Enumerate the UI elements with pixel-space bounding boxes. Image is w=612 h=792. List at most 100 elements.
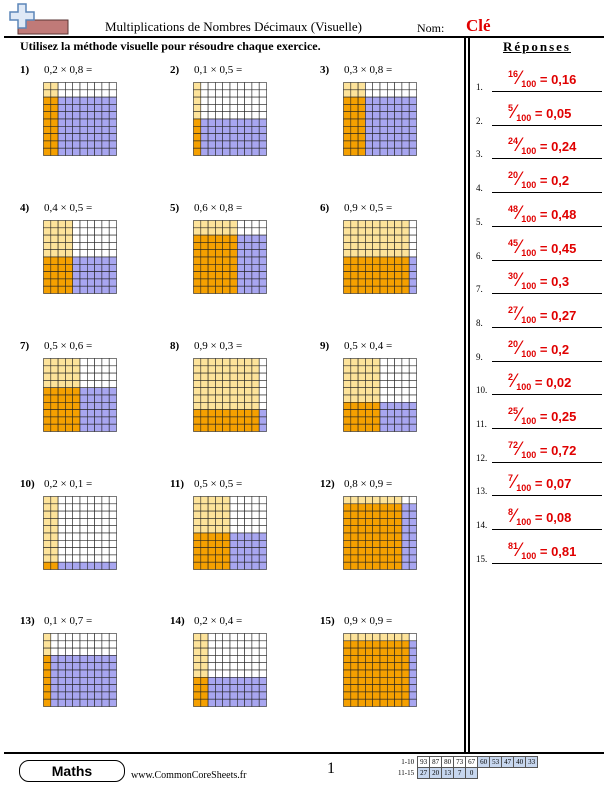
grid-cell: [57, 147, 66, 156]
grid-cell: [365, 539, 373, 548]
grid-cell: [236, 387, 245, 396]
grid-cell: [101, 111, 110, 120]
grid-cell: [350, 125, 359, 134]
problem-11: 11) 0,5 × 0,5 =: [170, 478, 310, 618]
grid-cell: [357, 256, 366, 265]
grid-cell: [215, 640, 223, 649]
grid-cell: [79, 358, 88, 367]
grid-cell: [365, 698, 373, 707]
grid-cell: [365, 278, 373, 287]
grid-cell: [72, 496, 81, 505]
grid-cell: [86, 503, 95, 512]
problem-expression: 0,4 × 0,5 =: [44, 202, 93, 214]
website-link[interactable]: www.CommonCoreSheets.fr: [131, 770, 247, 781]
grid-cell: [200, 547, 209, 556]
problem-7: 7) 0,5 × 0,6 =: [20, 340, 160, 480]
grid-cell: [207, 271, 216, 280]
grid-cell: [350, 401, 359, 410]
grid-cell: [79, 365, 88, 374]
grid-cell: [72, 242, 81, 250]
grid-cell: [207, 647, 216, 656]
grid-cell: [401, 518, 410, 526]
fraction-slash: ⁄: [518, 202, 522, 224]
grid-cell: [108, 234, 117, 243]
grid-cell: [200, 518, 209, 526]
grid-cell: [408, 256, 417, 265]
answer-value: 7⁄100 = 0,07: [508, 472, 571, 494]
grid-cell: [50, 263, 59, 272]
grid-cell: [258, 547, 267, 556]
grid-cell: [43, 111, 52, 120]
equals-sign: =: [536, 72, 552, 87]
grid-cell: [86, 691, 95, 700]
grid-cell: [229, 662, 238, 671]
answer-number: 10.: [476, 385, 488, 396]
grid-cell: [251, 676, 260, 685]
grid-cell: [200, 372, 209, 381]
grid-cell: [222, 220, 231, 229]
grid-cell: [72, 234, 81, 243]
grid-cell: [244, 358, 253, 367]
grid-cell: [379, 285, 388, 294]
grid-cell: [215, 633, 223, 642]
grid-cell: [379, 365, 388, 374]
grid-cell: [350, 633, 359, 642]
grid-cell: [394, 234, 403, 243]
grid-cell: [357, 423, 366, 432]
grid-cell: [222, 278, 231, 287]
grid-cell: [258, 691, 267, 700]
grid-cell: [258, 496, 267, 505]
grid-cell: [408, 655, 417, 663]
grid-cell: [236, 640, 245, 649]
grid-cell: [193, 89, 202, 98]
grid-cell: [394, 387, 403, 396]
grid-cell: [86, 372, 95, 381]
grid-cell: [229, 423, 238, 432]
grid-cell: [79, 662, 88, 671]
grid-cell: [244, 510, 253, 519]
grid-cell: [215, 647, 223, 656]
grid-cell: [57, 372, 66, 381]
grid-cell: [72, 133, 81, 142]
answer-line: [492, 360, 602, 362]
equals-sign: =: [536, 442, 552, 458]
problem-15: 15) 0,9 × 0,9 =: [320, 615, 460, 755]
grid-cell: [357, 82, 366, 91]
grid-cell: [193, 496, 202, 505]
problem-number: 12): [320, 478, 335, 490]
grid-cell: [65, 394, 73, 403]
grid-cell: [401, 691, 410, 700]
grid-cell: [258, 380, 267, 388]
grid-cell: [343, 133, 352, 142]
problem-number: 5): [170, 202, 180, 214]
grid-cell: [365, 96, 373, 105]
fraction-numerator: 30: [508, 271, 519, 282]
fraction-denominator: 100: [521, 416, 537, 426]
grid-cell: [394, 249, 403, 258]
grid-cell: [79, 547, 88, 556]
grid-cell: [207, 655, 216, 663]
grid-cell: [350, 242, 359, 250]
grid-cell: [43, 271, 52, 280]
grid-cell: [200, 133, 209, 142]
grid-cell: [215, 423, 223, 432]
grid-cell: [86, 380, 95, 388]
grid-cell: [372, 111, 381, 120]
answer-7: 7. 30⁄100 = 0,3: [476, 266, 604, 296]
grid-cell: [350, 496, 359, 505]
grid-cell: [50, 532, 59, 541]
grid-cell: [193, 118, 202, 127]
grid-cell: [236, 271, 245, 280]
grid-cell: [222, 547, 231, 556]
grid-cell: [350, 147, 359, 156]
grid-cell: [43, 104, 52, 112]
grid-cell: [236, 118, 245, 127]
grid-cell: [50, 358, 59, 367]
grid-cell: [350, 409, 359, 418]
grid-cell: [251, 387, 260, 396]
grid-cell: [408, 372, 417, 381]
grid-cell: [244, 104, 253, 112]
grid-cell: [229, 249, 238, 258]
grid-cell: [43, 640, 52, 649]
grid-cell: [72, 561, 81, 570]
